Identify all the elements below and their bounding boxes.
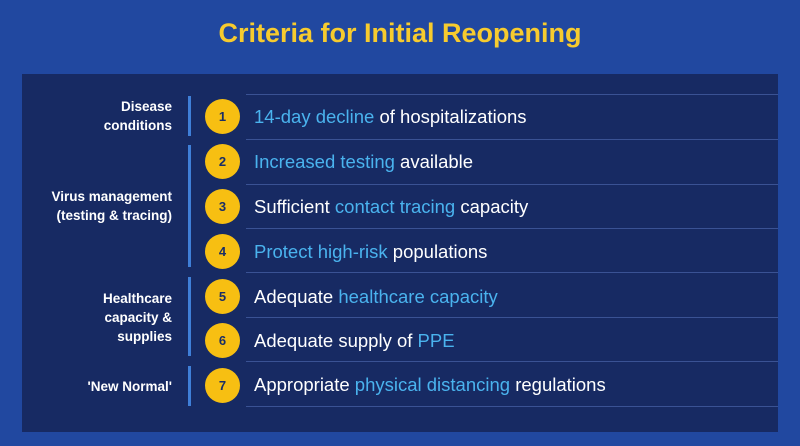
criteria-panel — [22, 74, 778, 432]
group-bar-disease — [188, 96, 191, 136]
category-line: Disease — [120, 99, 172, 114]
category-line: 'New Normal' — [87, 378, 172, 394]
number-badge-5: 5 — [205, 279, 240, 314]
number-badge-2: 2 — [205, 144, 240, 179]
category-line: capacity & — [104, 309, 172, 325]
criterion-text-1: 14-day decline of hospitalizations — [254, 106, 527, 128]
criterion-highlight: contact tracing — [334, 196, 456, 217]
number-badge-4: 4 — [205, 234, 240, 269]
criterion-highlight: physical distancing — [354, 374, 511, 395]
number-badge-6: 6 — [205, 323, 240, 358]
criterion-highlight: Protect high-risk — [254, 241, 388, 262]
criterion-text-7: Appropriate physical distancing regulati… — [254, 374, 606, 396]
number-badge-1: 1 — [205, 99, 240, 134]
criterion-text-5: Adequate healthcare capacity — [254, 286, 498, 308]
category-healthcare-capacity: Healthcare capacity & supplies — [22, 288, 172, 346]
row-divider — [246, 228, 778, 229]
category-new-normal: 'New Normal' — [22, 376, 172, 396]
criterion-text-6: Adequate supply of PPE — [254, 330, 455, 352]
category-line: (testing & tracing) — [56, 208, 172, 223]
criterion-text-4: Protect high-risk populations — [254, 241, 487, 263]
criterion-text-3: Sufficient contact tracing capacity — [254, 196, 528, 218]
criterion-plain: Adequate supply of — [254, 330, 418, 351]
number-badge-7: 7 — [205, 368, 240, 403]
criterion-plain: Sufficient — [254, 196, 335, 217]
row-divider — [246, 361, 778, 362]
criterion-highlight: PPE — [417, 330, 455, 351]
criterion-plain: of hospitalizations — [374, 106, 527, 127]
criterion-plain: regulations — [510, 374, 606, 395]
category-disease-conditions: Disease conditions — [22, 96, 172, 136]
criterion-plain: Appropriate — [254, 374, 355, 395]
row-divider — [246, 139, 778, 140]
category-line: Virus management — [51, 189, 172, 204]
criterion-highlight: healthcare capacity — [338, 286, 498, 307]
criterion-plain: populations — [387, 241, 488, 262]
group-bar-virus — [188, 145, 191, 267]
category-line: conditions — [103, 118, 172, 133]
criterion-plain: Adequate — [254, 286, 339, 307]
category-line: supplies — [117, 328, 172, 344]
row-divider — [246, 94, 778, 95]
category-virus-management: Virus management (testing & tracing) — [22, 186, 172, 226]
row-divider — [246, 184, 778, 185]
group-bar-healthcare — [188, 277, 191, 356]
row-divider — [246, 272, 778, 273]
category-line: Healthcare — [102, 290, 172, 306]
group-bar-new-normal — [188, 366, 191, 406]
criterion-plain: available — [394, 151, 474, 172]
criterion-highlight: 14-day decline — [254, 106, 375, 127]
number-badge-3: 3 — [205, 189, 240, 224]
page-title: Criteria for Initial Reopening — [218, 18, 582, 48]
criterion-highlight: Increased testing — [254, 151, 395, 172]
criterion-plain: capacity — [455, 196, 529, 217]
row-divider — [246, 406, 778, 407]
criterion-text-2: Increased testing available — [254, 151, 473, 173]
row-divider — [246, 317, 778, 318]
